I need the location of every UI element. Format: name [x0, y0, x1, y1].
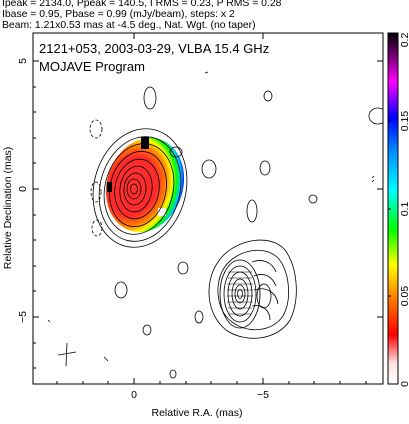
header-line-1: Ipeak = 2134.0, Ppeak = 140.5, I RMS = 0…	[2, 0, 282, 9]
x-ticks	[56, 33, 367, 384]
header-line-2: Ibase = 0.95, Pbase = 0.99 (mJy/beam), s…	[2, 9, 235, 20]
x-tick-label: 0	[131, 389, 137, 401]
chart-subtitle: MOJAVE Program	[39, 59, 145, 74]
color-pixel-block	[107, 182, 112, 192]
core-contours	[92, 128, 188, 248]
y-tick-label: −5	[17, 311, 29, 323]
noise-contours	[47, 71, 383, 379]
color-pixel-block	[141, 137, 149, 149]
beam-hatching	[227, 271, 253, 315]
header-line-3: Beam: 1.21x0.53 mas at -4.5 deg., Nat. W…	[2, 20, 256, 31]
cross-marker	[57, 342, 77, 367]
chart-title: 2121+053, 2003-03-29, VLBA 15.4 GHz	[39, 41, 269, 56]
x-tick-label: −5	[257, 389, 269, 401]
y-axis-label: Relative Declination (mas)	[2, 147, 14, 270]
colorbar-tick-label: 0.05	[399, 286, 409, 307]
map-layer	[47, 71, 383, 379]
y-ticks	[33, 60, 383, 369]
colorbar-tick-label: 0.15	[399, 111, 409, 132]
colorbar-ticks	[388, 32, 391, 385]
colorbar-tick-label: 0.2	[399, 33, 409, 48]
plot-frame	[32, 32, 384, 385]
negative-contours	[89, 119, 103, 237]
jet-component-contours	[208, 239, 297, 339]
colorbar-tick-label: 0	[399, 381, 409, 387]
y-tick-label: 0	[17, 186, 29, 192]
x-axis-label: Relative R.A. (mas)	[151, 407, 242, 419]
y-tick-label: 5	[17, 58, 29, 64]
colorbar-tick-label: 0.1	[399, 202, 409, 217]
color-pixel-block	[158, 208, 166, 216]
